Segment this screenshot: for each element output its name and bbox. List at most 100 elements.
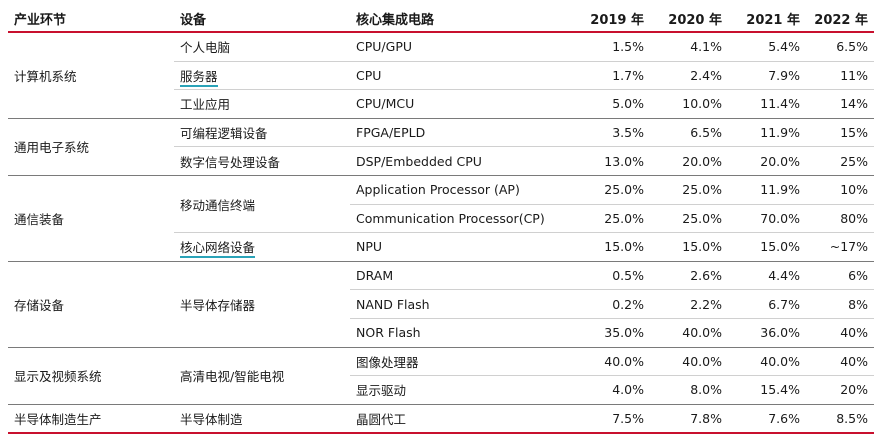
value-2021: 40.0% — [728, 347, 806, 377]
device-cell: 工业应用 — [174, 89, 350, 119]
value-2019: 4.0% — [572, 375, 650, 405]
value-2022: 15% — [806, 118, 874, 148]
device-cell: 可编程逻辑设备 — [174, 118, 350, 148]
value-2020: 2.6% — [650, 261, 728, 291]
ic-cell: DRAM — [350, 261, 572, 291]
ic-cell: NAND Flash — [350, 289, 572, 319]
ic-localization-table: 产业环节 设备 核心集成电路 2019 年 2020 年 2021 年 2022… — [8, 5, 874, 434]
device-cell: 服务器 — [174, 61, 350, 91]
value-2021: 11.9% — [728, 175, 806, 205]
value-2022: 25% — [806, 146, 874, 176]
table-row: Communication Processor(CP) 25.0% 25.0% … — [8, 204, 874, 234]
table-row: NOR Flash 35.0% 40.0% 36.0% 40% — [8, 318, 874, 348]
value-2022: 20% — [806, 375, 874, 405]
value-2019: 35.0% — [572, 318, 650, 348]
value-2019: 7.5% — [572, 404, 650, 434]
value-2019: 0.2% — [572, 289, 650, 319]
value-2019: 0.5% — [572, 261, 650, 291]
table-row: NAND Flash 0.2% 2.2% 6.7% 8% — [8, 289, 874, 319]
ic-cell: FPGA/EPLD — [350, 118, 572, 148]
device-cell: 高清电视/智能电视 — [174, 347, 350, 405]
table-row: 计算机系统 个人电脑 CPU/GPU 1.5% 4.1% 5.4% 6.5% — [8, 32, 874, 119]
device-cell: 移动通信终端 — [174, 175, 350, 234]
value-2019: 15.0% — [572, 232, 650, 262]
table-row: 显示及视频系统 高清电视/智能电视 图像处理器 40.0% 40.0% 40.0… — [8, 347, 874, 405]
segment-cell: 存储设备 — [8, 261, 174, 348]
value-2020: 40.0% — [650, 318, 728, 348]
value-2020: 2.4% — [650, 61, 728, 91]
value-2020: 25.0% — [650, 204, 728, 234]
value-2019: 25.0% — [572, 204, 650, 234]
value-2020: 20.0% — [650, 146, 728, 176]
segment-cell: 显示及视频系统 — [8, 347, 174, 405]
table-row: 通用电子系统 可编程逻辑设备 FPGA/EPLD 3.5% 6.5% 11.9%… — [8, 118, 874, 176]
header-device: 设备 — [174, 5, 350, 33]
value-2020: 40.0% — [650, 347, 728, 377]
value-2020: 4.1% — [650, 32, 728, 62]
ic-cell: NOR Flash — [350, 318, 572, 348]
value-2019: 1.7% — [572, 61, 650, 91]
device-cell: 个人电脑 — [174, 32, 350, 62]
value-2020: 2.2% — [650, 289, 728, 319]
table-body: 计算机系统 个人电脑 CPU/GPU 1.5% 4.1% 5.4% 6.5% 服… — [8, 32, 874, 434]
table-row: 数字信号处理设备 DSP/Embedded CPU 13.0% 20.0% 20… — [8, 146, 874, 176]
table-row: 通信装备 移动通信终端 Application Processor (AP) 2… — [8, 175, 874, 262]
value-2022: 80% — [806, 204, 874, 234]
segment-cell: 计算机系统 — [8, 32, 174, 119]
ic-cell: CPU/GPU — [350, 32, 572, 62]
table-row: 服务器 CPU 1.7% 2.4% 7.9% 11% — [8, 61, 874, 91]
ic-cell: Communication Processor(CP) — [350, 204, 572, 234]
ic-cell: Application Processor (AP) — [350, 175, 572, 205]
value-2022: 11% — [806, 61, 874, 91]
value-2020: 6.5% — [650, 118, 728, 148]
table-header: 产业环节 设备 核心集成电路 2019 年 2020 年 2021 年 2022… — [8, 5, 874, 33]
value-2020: 25.0% — [650, 175, 728, 205]
table-row: 显示驱动 4.0% 8.0% 15.4% 20% — [8, 375, 874, 405]
device-cell: 半导体制造 — [174, 404, 350, 434]
value-2021: 6.7% — [728, 289, 806, 319]
value-2022: 40% — [806, 318, 874, 348]
value-2019: 3.5% — [572, 118, 650, 148]
value-2021: 20.0% — [728, 146, 806, 176]
value-2022: 40% — [806, 347, 874, 377]
header-2020: 2020 年 — [650, 5, 728, 33]
value-2021: 7.6% — [728, 404, 806, 434]
header-2019: 2019 年 — [572, 5, 650, 33]
value-2021: 11.9% — [728, 118, 806, 148]
value-2020: 10.0% — [650, 89, 728, 119]
value-2019: 13.0% — [572, 146, 650, 176]
value-2020: 8.0% — [650, 375, 728, 405]
value-2021: 70.0% — [728, 204, 806, 234]
value-2019: 5.0% — [572, 89, 650, 119]
value-2021: 11.4% — [728, 89, 806, 119]
segment-cell: 通用电子系统 — [8, 118, 174, 176]
header-core-ic: 核心集成电路 — [350, 5, 572, 33]
ic-cell: DSP/Embedded CPU — [350, 146, 572, 176]
value-2022: 6.5% — [806, 32, 874, 62]
value-2019: 1.5% — [572, 32, 650, 62]
value-2020: 7.8% — [650, 404, 728, 434]
table-row: 工业应用 CPU/MCU 5.0% 10.0% 11.4% 14% — [8, 89, 874, 119]
header-2021: 2021 年 — [728, 5, 806, 33]
device-cell: 核心网络设备 — [174, 232, 350, 262]
value-2022: ~17% — [806, 232, 874, 262]
ic-cell: 图像处理器 — [350, 347, 572, 377]
value-2019: 40.0% — [572, 347, 650, 377]
value-2022: 6% — [806, 261, 874, 291]
ic-cell: NPU — [350, 232, 572, 262]
value-2022: 8% — [806, 289, 874, 319]
ic-cell: 晶圆代工 — [350, 404, 572, 434]
segment-cell: 通信装备 — [8, 175, 174, 262]
value-2022: 8.5% — [806, 404, 874, 434]
header-segment: 产业环节 — [8, 5, 174, 33]
device-cell: 半导体存储器 — [174, 261, 350, 348]
value-2021: 15.0% — [728, 232, 806, 262]
device-cell: 数字信号处理设备 — [174, 146, 350, 176]
ic-cell: 显示驱动 — [350, 375, 572, 405]
header-2022: 2022 年 — [806, 5, 874, 33]
value-2021: 15.4% — [728, 375, 806, 405]
value-2021: 36.0% — [728, 318, 806, 348]
value-2022: 14% — [806, 89, 874, 119]
table-row: 存储设备 半导体存储器 DRAM 0.5% 2.6% 4.4% 6% — [8, 261, 874, 348]
